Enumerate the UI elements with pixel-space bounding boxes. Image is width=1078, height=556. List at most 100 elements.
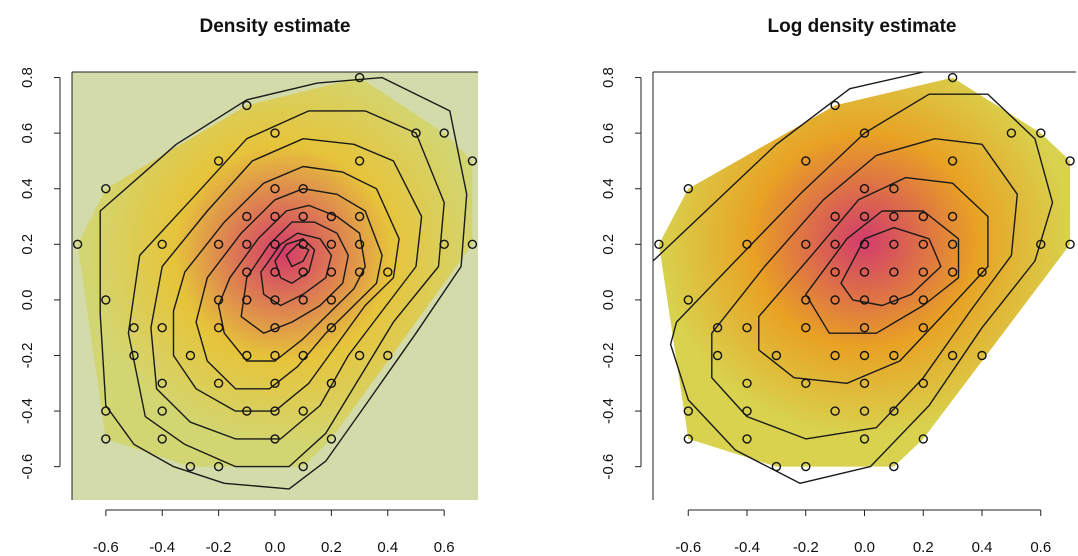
data-point <box>859 350 870 361</box>
data-point <box>270 434 280 444</box>
x-tick-label: 0.0 <box>265 539 286 556</box>
data-point <box>712 350 723 361</box>
data-point <box>918 267 928 277</box>
data-point <box>270 378 280 388</box>
data-point <box>213 461 224 472</box>
data-point <box>101 434 111 444</box>
contour-line <box>285 243 310 268</box>
data-point <box>326 239 337 250</box>
data-point <box>213 239 224 250</box>
y-tick-label: 0.4 <box>19 178 36 199</box>
data-point <box>354 156 365 166</box>
data-point <box>712 323 723 333</box>
contour-line <box>260 232 333 307</box>
data-point <box>242 211 252 222</box>
y-tick-label: 0.8 <box>19 67 36 88</box>
contour-line <box>217 204 366 362</box>
data-point <box>683 183 694 194</box>
data-point <box>830 239 840 250</box>
contour-line <box>669 93 1054 484</box>
data-point <box>298 211 308 222</box>
y-tick-label: -0.6 <box>600 454 617 480</box>
data-point <box>242 350 252 361</box>
y-tick-label: 0.0 <box>19 289 36 310</box>
data-point <box>326 267 337 277</box>
data-point <box>742 239 752 250</box>
data-point <box>157 434 167 444</box>
data-point <box>298 239 308 250</box>
data-point <box>830 295 840 305</box>
data-point <box>326 295 337 305</box>
data-point <box>859 434 870 444</box>
density-panel: -0.6 -0.4 -0.2 0.0 0.2 0.4 0.6 -0.6 -0.4 -0.2 0.0 0… <box>19 16 478 556</box>
contour-line <box>240 221 349 334</box>
data-point <box>918 378 928 388</box>
data-point <box>185 461 196 472</box>
data-point <box>242 295 252 305</box>
contour-line <box>711 137 1018 440</box>
contour-line <box>99 76 468 490</box>
data-point <box>889 406 899 416</box>
data-point <box>771 350 782 361</box>
data-point <box>270 239 280 250</box>
contour-line <box>840 226 942 307</box>
data-point <box>298 267 308 277</box>
data-point <box>742 406 752 416</box>
contour-line <box>172 165 400 412</box>
data-point <box>801 461 811 472</box>
x-tick-label: -0.4 <box>149 539 175 556</box>
data-point <box>830 350 840 361</box>
data-point <box>270 183 280 194</box>
chart-title: Density estimate <box>199 16 350 37</box>
y-tick-label: 0.2 <box>600 234 617 255</box>
density-surface <box>658 77 1071 467</box>
data-point <box>270 267 280 277</box>
contour-line <box>127 110 445 468</box>
y-tick-label: -0.4 <box>19 398 36 424</box>
data-point <box>947 211 958 222</box>
y-tick-label: 0.4 <box>600 178 617 199</box>
x-tick-label: 0.2 <box>913 539 934 556</box>
data-point <box>859 128 870 138</box>
data-point <box>859 378 870 388</box>
data-point <box>298 350 308 361</box>
y-tick-label: 0.6 <box>19 123 36 144</box>
data-point <box>859 295 870 305</box>
data-point <box>918 323 928 333</box>
contour-line <box>758 176 989 384</box>
data-point <box>859 183 870 194</box>
density-surface <box>77 77 473 467</box>
y-tick-label: 0.6 <box>600 123 617 144</box>
data-point <box>354 267 365 277</box>
data-point <box>801 156 811 166</box>
data-point <box>298 295 308 305</box>
data-point <box>270 406 280 416</box>
data-point <box>918 434 928 444</box>
data-point <box>354 239 365 250</box>
data-point <box>354 72 365 83</box>
contour-line <box>150 137 423 440</box>
data-point <box>889 211 899 222</box>
data-point <box>683 295 694 305</box>
data-point <box>918 211 928 222</box>
data-point <box>889 239 899 250</box>
data-point <box>157 406 167 416</box>
y-tick-label: -0.4 <box>600 398 617 424</box>
data-point <box>467 156 478 166</box>
data-point <box>157 323 167 333</box>
data-point <box>918 239 928 250</box>
x-tick-label: -0.2 <box>793 539 819 556</box>
data-point <box>72 239 83 250</box>
data-point <box>977 350 987 361</box>
data-point <box>1036 128 1046 138</box>
data-point <box>859 239 870 250</box>
data-point <box>298 183 308 194</box>
data-point <box>326 323 337 333</box>
data-point <box>326 211 337 222</box>
data-point <box>439 239 449 250</box>
data-point <box>859 267 870 277</box>
data-point <box>683 406 694 416</box>
contour-line <box>805 210 960 334</box>
data-point <box>101 295 111 305</box>
data-point <box>654 239 664 250</box>
